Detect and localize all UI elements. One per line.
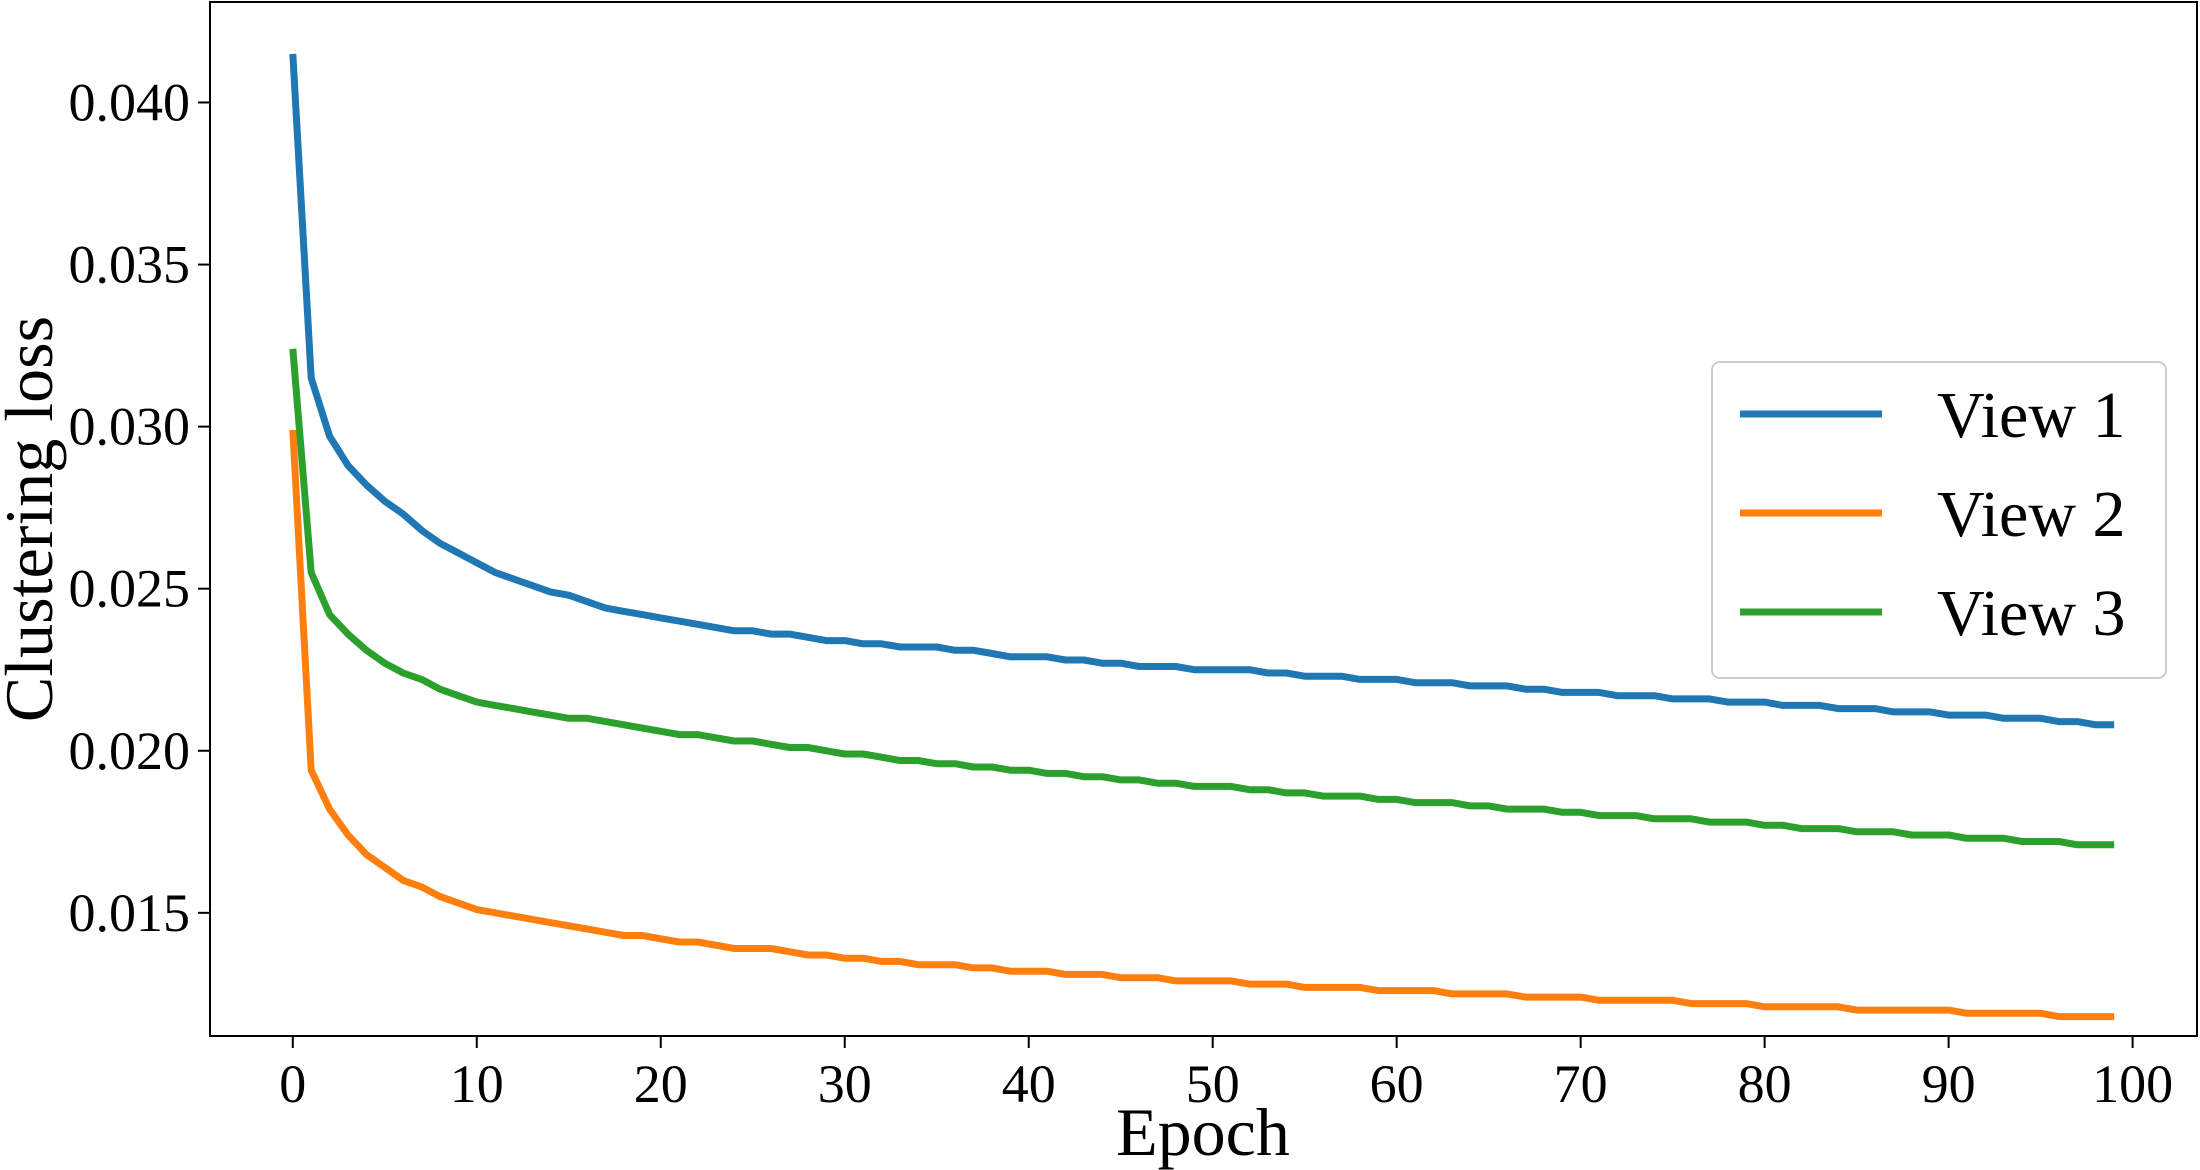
plot-lines [289, 53, 2115, 1021]
x-tick-label: 70 [1554, 1054, 1608, 1114]
x-tick-label: 0 [279, 1054, 306, 1114]
x-tick-label: 20 [634, 1054, 688, 1114]
series-line-view-2 [289, 429, 2115, 1021]
plot-frame [209, 1, 2198, 1037]
x-tick-label: 30 [818, 1054, 872, 1114]
x-tick-label: 40 [1002, 1054, 1056, 1114]
y-axis: 0.015 0.020 0.025 0.030 0.035 0.040 [69, 72, 210, 943]
y-tick-label: 0.025 [69, 559, 191, 619]
series-line-view-1 [289, 53, 2115, 729]
series-line-view-3 [289, 348, 2115, 849]
y-tick-label: 0.030 [69, 397, 191, 457]
y-tick-label: 0.040 [69, 72, 191, 132]
x-tick-label: 60 [1370, 1054, 1424, 1114]
x-tick-label: 90 [1922, 1054, 1976, 1114]
y-tick-label: 0.035 [69, 235, 191, 295]
x-tick-label: 100 [2092, 1054, 2173, 1114]
legend: View 1 View 2 View 3 [1711, 361, 2167, 679]
x-tick-label: 50 [1186, 1054, 1240, 1114]
legend-label: View 2 [1937, 478, 2126, 551]
x-axis-label: Epoch [1116, 1094, 1290, 1170]
legend-label: View 1 [1937, 379, 2126, 452]
y-tick-label: 0.015 [69, 883, 191, 943]
legend-label: View 3 [1937, 577, 2126, 650]
legend-box [1711, 361, 2167, 679]
y-axis-label: Clustering loss [0, 316, 67, 722]
x-tick-label: 10 [450, 1054, 504, 1114]
x-tick-label: 80 [1738, 1054, 1792, 1114]
x-axis: 0 10 20 30 40 50 60 70 80 90 100 [279, 1036, 2173, 1114]
y-tick-label: 0.020 [69, 721, 191, 781]
